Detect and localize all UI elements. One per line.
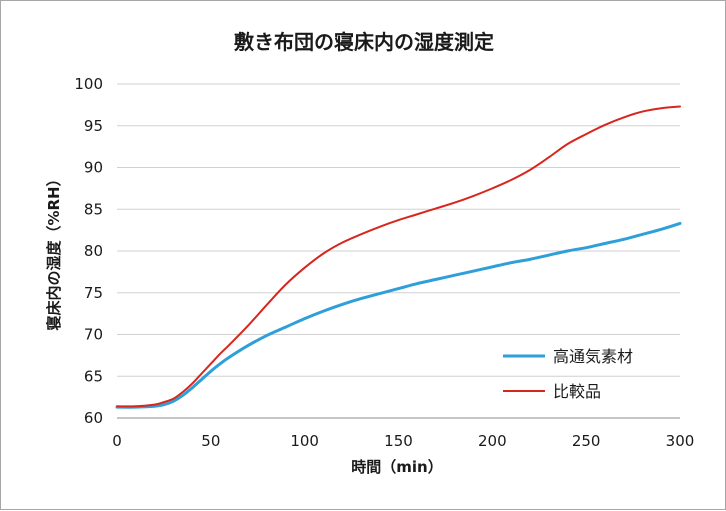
series-line-0	[115, 221, 682, 409]
x-tick-label: 150	[384, 432, 413, 450]
y-tick-label: 90	[84, 159, 103, 177]
y-tick-label: 80	[84, 242, 103, 260]
x-tick-label: 200	[478, 432, 507, 450]
y-tick-label: 65	[84, 367, 103, 385]
legend-label-0: 高通気素材	[553, 347, 633, 366]
x-tick-labels: 0 50 100 150 200 250 300	[112, 432, 694, 450]
y-tick-labels: 60 65 70 75 80 85 90 95 100	[74, 75, 103, 427]
y-tick-label: 100	[74, 75, 103, 93]
x-tick-label: 50	[201, 432, 220, 450]
legend-label-1: 比較品	[553, 382, 601, 401]
chart-title: 敷き布団の寝床内の湿度測定	[234, 30, 494, 54]
x-tick-label: 0	[112, 432, 122, 450]
x-tick-label: 250	[572, 432, 601, 450]
x-tick-label: 300	[666, 432, 695, 450]
x-axis-label: 時間（min）	[351, 458, 442, 476]
y-axis-label: 寝床内の湿度（%RH）	[45, 171, 63, 330]
series-line-1	[116, 105, 681, 408]
series-lines	[115, 105, 682, 409]
y-tick-label: 75	[84, 284, 103, 302]
y-tick-label: 95	[84, 117, 103, 135]
y-tick-label: 70	[84, 326, 103, 344]
gridlines	[117, 83, 680, 419]
y-tick-label: 85	[84, 200, 103, 218]
x-tick-label: 100	[290, 432, 319, 450]
y-tick-label: 60	[84, 409, 103, 427]
